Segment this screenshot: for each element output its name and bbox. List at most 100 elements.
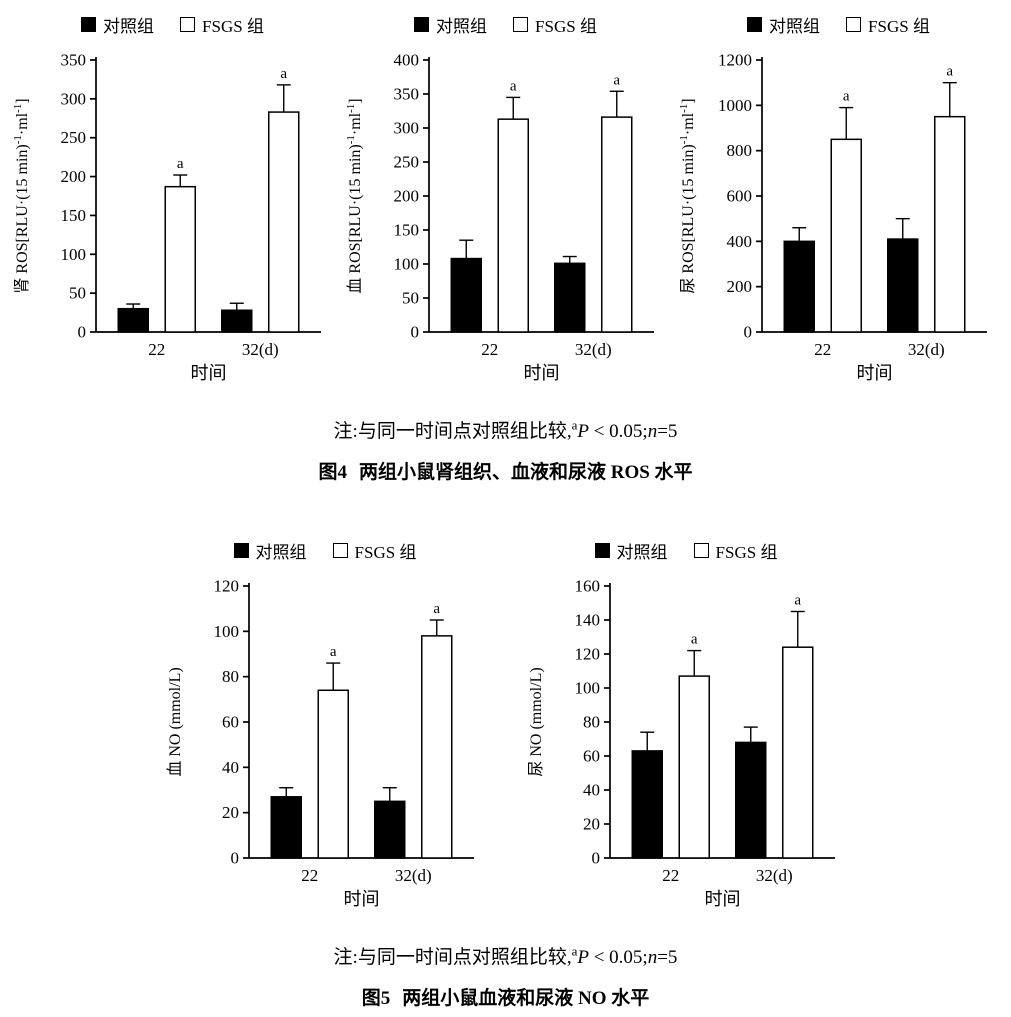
legend-item-control: 对照组 (414, 12, 487, 37)
y-tick-label: 0 (591, 849, 600, 868)
legend-item-control: 对照组 (81, 12, 154, 37)
figure4-caption-label: 图4 (318, 462, 347, 483)
legend-label: FSGS 组 (202, 16, 264, 36)
y-tick-label: 300 (61, 89, 87, 108)
legend-label: FSGS 组 (354, 542, 417, 562)
bar-control (270, 796, 302, 859)
y-tick-label: 120 (574, 645, 600, 664)
legend-label: 对照组 (255, 542, 307, 562)
open-square-icon (332, 542, 348, 558)
p-symbol: P (577, 421, 589, 442)
chart-plot-urine-ros: 0 200 400 600 800 1000 1200 尿 ROS[RLU·(15 min)-… (678, 51, 987, 383)
legend-label: FSGS 组 (535, 16, 597, 36)
significance-marker: a (571, 417, 578, 433)
y-tick-label: 20 (222, 803, 239, 822)
significance-marker: a (280, 66, 287, 82)
figure5-caption-text: 两组小鼠血液和尿液 NO 水平 (402, 988, 650, 1009)
x-tick-label: 32(d) (908, 340, 945, 359)
chart-plot-kidney-ros: 0 50 100 150 200 250 300 350 肾 ROS[RLU·(15 min)-… (12, 51, 321, 383)
filled-square-icon (233, 542, 249, 558)
significance-marker: a (177, 156, 184, 172)
legend-item-control: 对照组 (233, 538, 307, 563)
y-tick-label: 20 (583, 815, 600, 834)
legend-item-control: 对照组 (594, 538, 668, 563)
bar-control (373, 800, 405, 859)
bar-control (631, 750, 663, 859)
legend-label: 对照组 (616, 542, 668, 562)
significance-marker: a (433, 601, 440, 617)
y-tick-label: 60 (583, 747, 600, 766)
y-tick-label: 80 (222, 667, 239, 686)
figure4-block: 对照组 FSGS 组 0 50 100 150 200 250 300 350 肾 ROS[RLU·… (4, 8, 1007, 484)
chart-urine-ros: 对照组 FSGS 组 0 200 400 600 800 1000 1200 尿 ROS[RLU·… (676, 8, 1001, 392)
bar-fsgs (601, 116, 633, 333)
x-tick-label: 22 (148, 340, 165, 359)
y-axis-label: 血 ROS[RLU·(15 min)-1·ml-1] (345, 98, 364, 293)
y-tick-label: 160 (574, 577, 600, 596)
y-axis-label: 尿 ROS[RLU·(15 min)-1·ml-1] (678, 98, 697, 293)
y-tick-label: 200 (394, 187, 420, 206)
chart-legend: 对照组 FSGS 组 (343, 8, 668, 40)
y-tick-label: 200 (727, 277, 753, 296)
legend-label: FSGS 组 (715, 542, 778, 562)
bar-fsgs (830, 138, 862, 333)
p-symbol: P (577, 947, 589, 968)
y-tick-label: 50 (402, 289, 419, 308)
x-axis-label: 时间 (857, 363, 893, 383)
bar-fsgs (678, 675, 710, 859)
significance-marker: a (329, 644, 336, 660)
legend-label: 对照组 (103, 16, 155, 36)
bar-control (783, 240, 815, 333)
y-tick-label: 100 (574, 679, 600, 698)
bar-fsgs (420, 635, 452, 859)
y-tick-label: 120 (213, 577, 239, 596)
figure5-block: 对照组 FSGS 组 0 20 40 60 80 100 120 血 NO (mmol/L) a 22… (4, 534, 1007, 1010)
significance-marker: a (843, 89, 850, 105)
y-tick-label: 40 (583, 781, 600, 800)
figure5-caption: 图5 两组小鼠血液和尿液 NO 水平 (4, 983, 1007, 1010)
y-tick-label: 150 (394, 221, 420, 240)
filled-square-icon (594, 542, 610, 558)
legend-label: 对照组 (436, 16, 488, 36)
legend-item-fsgs: FSGS 组 (332, 538, 417, 563)
bar-fsgs (497, 118, 529, 333)
y-tick-label: 50 (69, 284, 86, 303)
x-axis-label: 时间 (343, 889, 379, 909)
chart-legend: 对照组 FSGS 组 (163, 534, 488, 566)
x-tick-label: 32(d) (575, 340, 612, 359)
y-tick-label: 0 (744, 323, 753, 342)
bar-fsgs (317, 689, 349, 859)
y-tick-label: 1000 (718, 96, 752, 115)
x-axis-label: 时间 (704, 889, 740, 909)
y-tick-label: 150 (61, 206, 87, 225)
y-tick-label: 250 (394, 153, 420, 172)
filled-square-icon (81, 16, 97, 32)
bar-control (117, 307, 149, 333)
significance-marker: a (571, 943, 578, 959)
open-square-icon (693, 542, 709, 558)
bar-control (554, 262, 586, 333)
legend-item-fsgs: FSGS 组 (180, 12, 264, 37)
n-value: =5 (657, 947, 678, 968)
bar-fsgs (934, 115, 966, 333)
legend-item-control: 对照组 (747, 12, 820, 37)
y-tick-label: 250 (61, 128, 87, 147)
legend-item-fsgs: FSGS 组 (513, 12, 597, 37)
chart-legend: 对照组 FSGS 组 (676, 8, 1001, 40)
chart-plot-blood-ros: 0 50 100 150 200 250 300 350 400 血 ROS[RLU·(15 mi… (345, 51, 654, 383)
figure4-caption-text: 两组小鼠肾组织、血液和尿液 ROS 水平 (358, 462, 693, 483)
p-value: < 0.05; (588, 421, 648, 442)
bar-fsgs (781, 646, 813, 859)
significance-marker: a (613, 72, 620, 88)
bar-control (734, 741, 766, 859)
figure5-caption-label: 图5 (361, 988, 391, 1009)
bar-fsgs (268, 111, 300, 333)
n-symbol: n (647, 947, 658, 968)
legend-label: 对照组 (769, 16, 821, 36)
y-tick-label: 0 (411, 323, 420, 342)
y-axis-label: 尿 NO (mmol/L) (527, 667, 545, 776)
y-tick-label: 400 (394, 51, 420, 70)
y-tick-label: 80 (583, 713, 600, 732)
filled-square-icon (414, 16, 430, 32)
bar-fsgs (164, 185, 196, 333)
